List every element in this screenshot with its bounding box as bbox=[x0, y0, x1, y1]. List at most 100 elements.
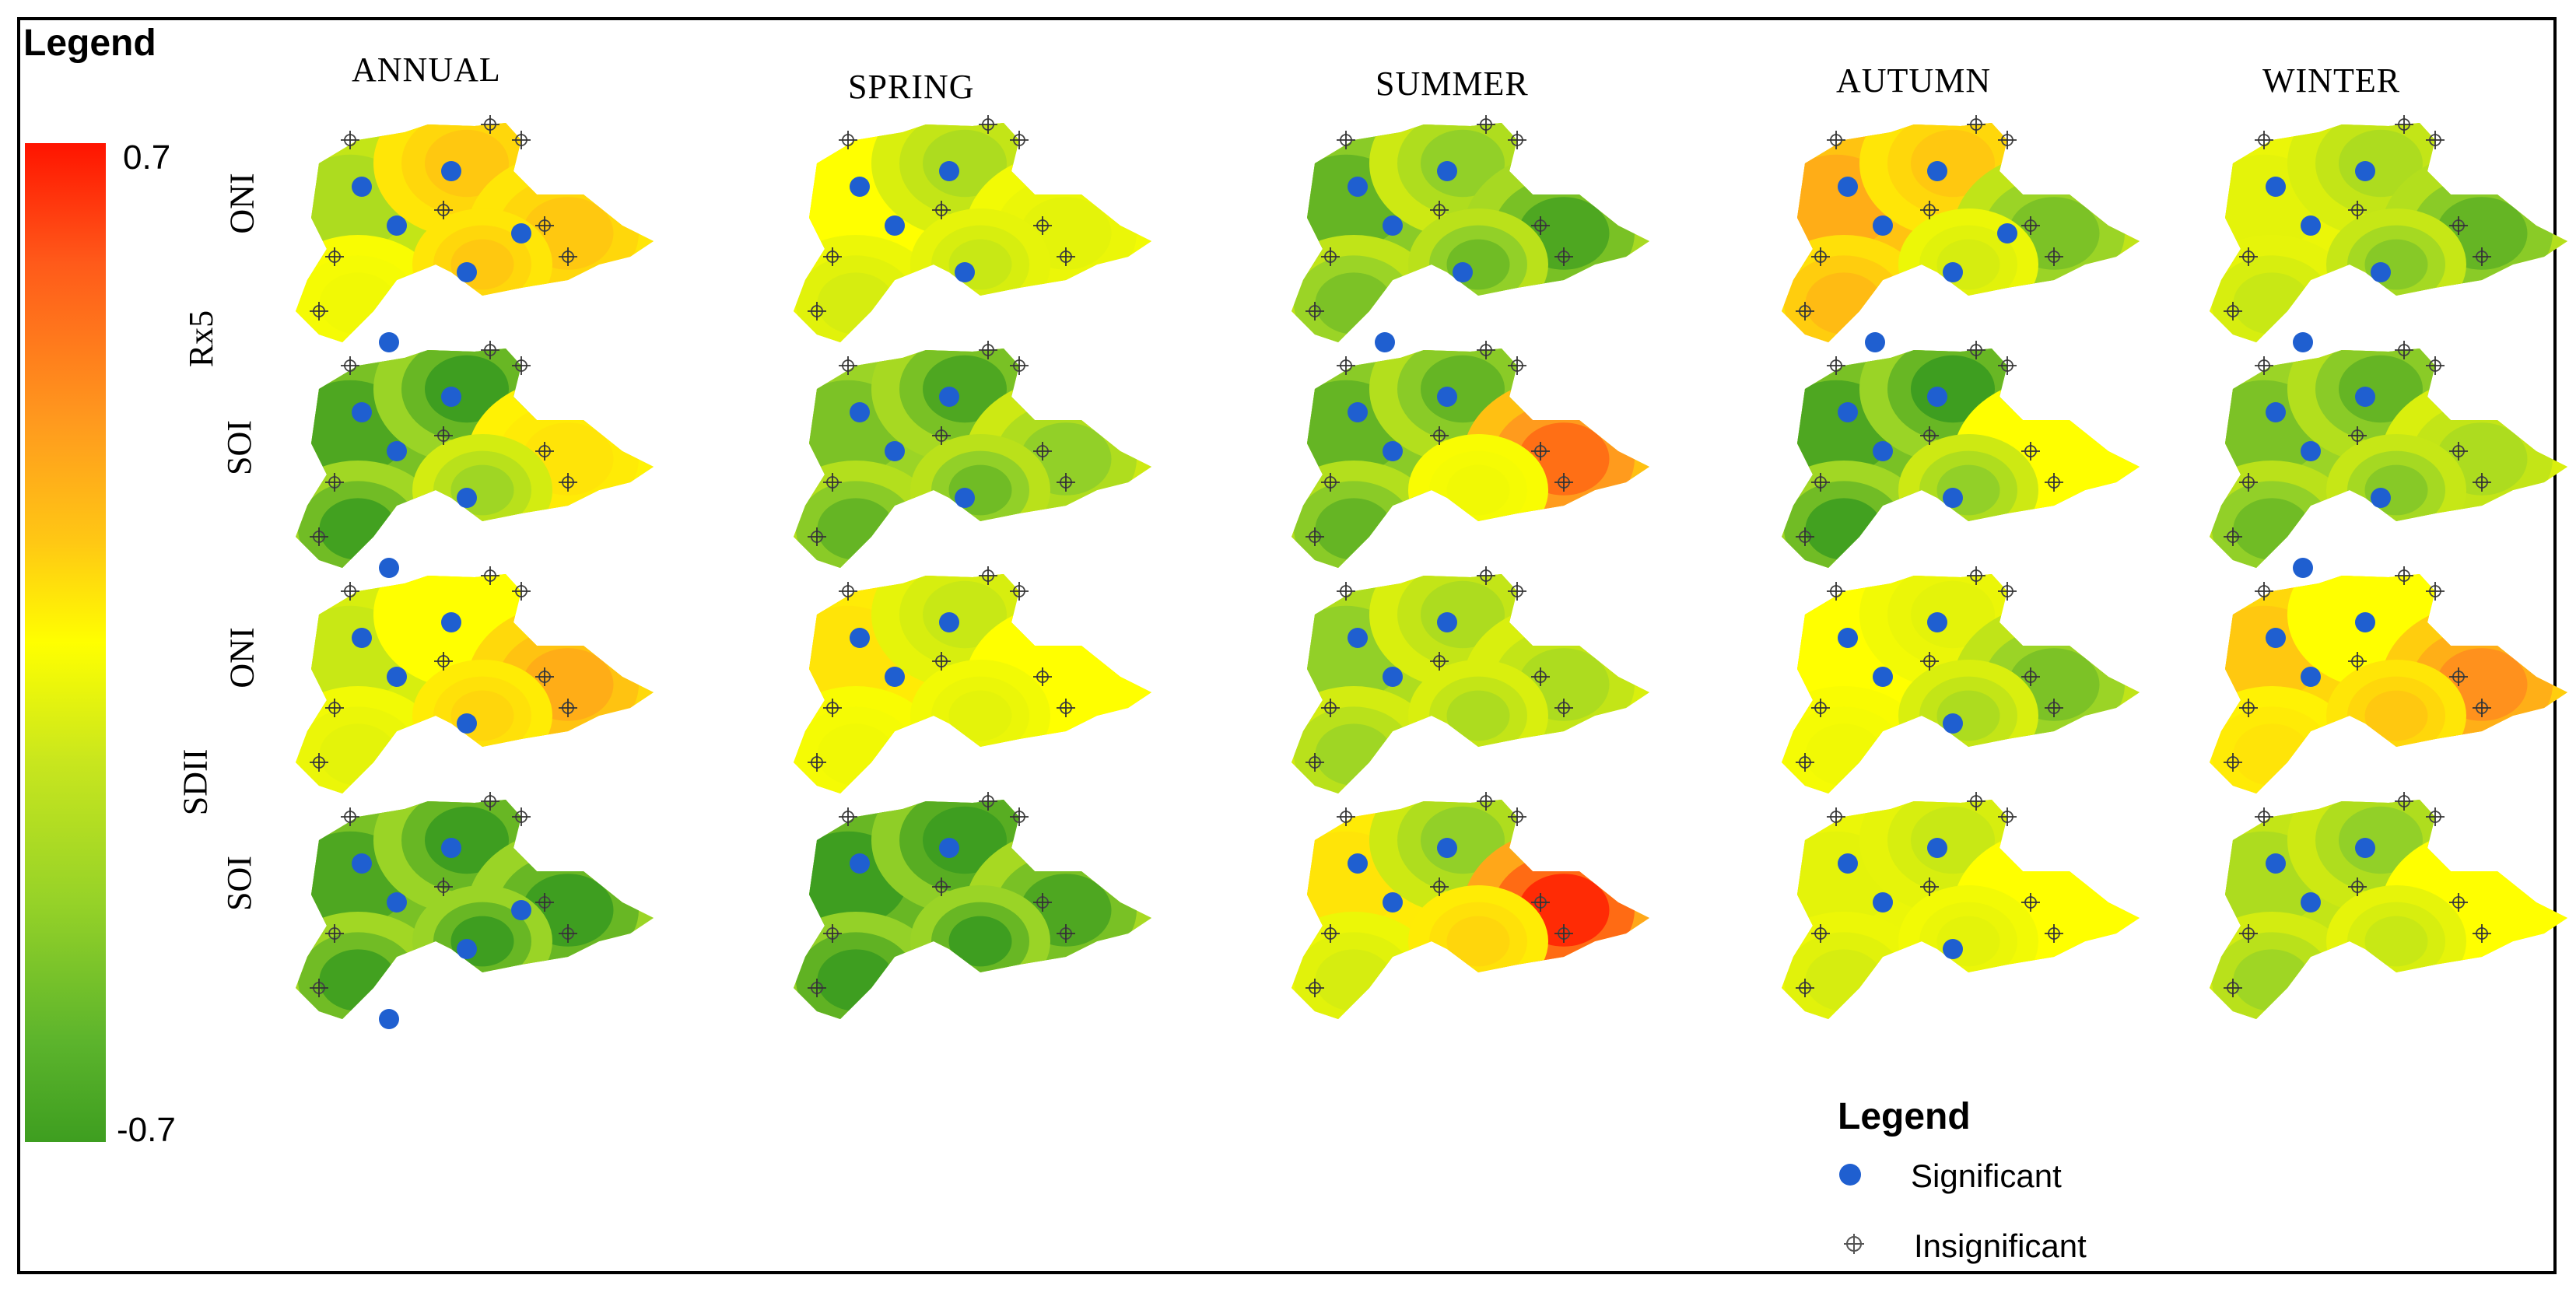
insignificant-marker bbox=[1827, 356, 1845, 375]
season-annual: ANNUAL bbox=[352, 51, 501, 89]
significant-marker bbox=[2301, 215, 2321, 236]
legend-significant-label: Significant bbox=[1911, 1158, 2062, 1194]
insignificant-marker bbox=[1033, 667, 1052, 686]
insignificant-marker bbox=[1057, 924, 1075, 943]
significant-marker bbox=[2371, 488, 2391, 508]
insignificant-marker bbox=[1321, 699, 1340, 717]
significant-marker bbox=[1383, 441, 1403, 461]
insignificant-marker bbox=[1967, 115, 1985, 134]
significant-marker bbox=[379, 332, 399, 352]
map-panel bbox=[296, 574, 654, 793]
insignificant-marker bbox=[932, 201, 951, 219]
ramp-min-label: -0.7 bbox=[117, 1111, 176, 1149]
insignificant-marker bbox=[310, 753, 328, 772]
significant-marker bbox=[939, 838, 959, 858]
insignificant-marker bbox=[1920, 877, 1939, 896]
map-panel bbox=[794, 349, 1151, 568]
insignificant-marker bbox=[1508, 582, 1526, 601]
insignificant-marker bbox=[1430, 201, 1449, 219]
insignificant-marker bbox=[823, 699, 842, 717]
significant-marker bbox=[1838, 628, 1858, 648]
significant-marker bbox=[352, 177, 372, 197]
significant-marker bbox=[2266, 177, 2286, 197]
significant-marker bbox=[387, 215, 407, 236]
insignificant-marker bbox=[512, 356, 531, 375]
insignificant-marker bbox=[1967, 341, 1985, 359]
season-summer: SUMMER bbox=[1376, 65, 1529, 103]
insignificant-marker bbox=[2239, 473, 2258, 492]
insignificant-marker bbox=[1306, 753, 1324, 772]
significant-marker bbox=[2355, 612, 2375, 632]
insignificant-marker bbox=[1811, 924, 1830, 943]
insignificant-marker bbox=[1010, 356, 1029, 375]
insignificant-marker bbox=[1531, 893, 1550, 912]
legend-insignificant-label: Insignificant bbox=[1914, 1228, 2087, 1264]
insignificant-marker bbox=[481, 566, 499, 585]
insignificant-marker bbox=[1920, 201, 1939, 219]
insignificant-marker bbox=[2348, 652, 2367, 671]
insignificant-symbol bbox=[1844, 1234, 1864, 1254]
insignificant-marker bbox=[1827, 131, 1845, 149]
insignificant-marker bbox=[839, 807, 857, 826]
significant-marker bbox=[457, 713, 477, 734]
significant-marker bbox=[2266, 402, 2286, 422]
insignificant-marker bbox=[2255, 807, 2273, 826]
legend-title-top: Legend bbox=[23, 23, 156, 64]
insignificant-marker bbox=[1010, 131, 1029, 149]
insignificant-marker bbox=[1010, 582, 1029, 601]
significant-marker bbox=[1453, 262, 1473, 282]
significant-marker bbox=[1927, 161, 1947, 181]
insignificant-marker bbox=[1321, 924, 1340, 943]
insignificant-marker bbox=[1811, 473, 1830, 492]
significant-marker bbox=[1838, 402, 1858, 422]
insignificant-marker bbox=[1508, 131, 1526, 149]
insignificant-marker bbox=[1033, 216, 1052, 235]
insignificant-marker bbox=[932, 877, 951, 896]
map-panel bbox=[296, 349, 654, 568]
insignificant-marker bbox=[434, 201, 453, 219]
map-panel bbox=[794, 574, 1151, 793]
insignificant-marker bbox=[1306, 979, 1324, 997]
map-panel bbox=[1292, 574, 1649, 793]
map-panel bbox=[296, 800, 654, 1019]
insignificant-marker bbox=[1337, 131, 1355, 149]
significant-marker bbox=[457, 939, 477, 959]
insignificant-marker bbox=[1508, 807, 1526, 826]
significant-marker bbox=[1943, 939, 1963, 959]
insignificant-marker bbox=[535, 667, 554, 686]
significant-marker bbox=[2293, 558, 2313, 578]
significant-marker bbox=[441, 838, 461, 858]
insignificant-marker bbox=[2426, 356, 2445, 375]
insignificant-marker bbox=[1033, 442, 1052, 461]
significant-marker bbox=[1348, 628, 1368, 648]
significant-marker bbox=[1437, 387, 1457, 407]
insignificant-marker bbox=[2239, 924, 2258, 943]
insignificant-marker bbox=[2426, 807, 2445, 826]
insignificant-marker bbox=[2021, 216, 2040, 235]
insignificant-marker bbox=[2224, 753, 2242, 772]
insignificant-marker bbox=[341, 582, 359, 601]
insignificant-marker bbox=[1337, 807, 1355, 826]
insignificant-marker bbox=[2395, 566, 2413, 585]
insignificant-marker bbox=[2449, 667, 2468, 686]
insignificant-marker bbox=[1306, 527, 1324, 546]
significant-marker bbox=[352, 628, 372, 648]
significant-marker bbox=[1383, 215, 1403, 236]
insignificant-marker bbox=[1967, 566, 1985, 585]
insignificant-marker bbox=[808, 302, 826, 320]
insignificant-marker bbox=[1508, 356, 1526, 375]
insignificant-marker bbox=[1811, 247, 1830, 266]
insignificant-marker bbox=[2395, 341, 2413, 359]
insignificant-marker bbox=[2224, 979, 2242, 997]
insignificant-marker bbox=[325, 924, 344, 943]
insignificant-marker bbox=[325, 699, 344, 717]
insignificant-marker bbox=[2449, 893, 2468, 912]
insignificant-marker bbox=[1554, 699, 1573, 717]
insignificant-marker bbox=[823, 473, 842, 492]
insignificant-marker bbox=[808, 979, 826, 997]
significant-marker bbox=[1927, 387, 1947, 407]
insignificant-marker bbox=[1554, 473, 1573, 492]
map-panel bbox=[1782, 123, 2140, 342]
ramp-max-label: 0.7 bbox=[123, 138, 171, 177]
